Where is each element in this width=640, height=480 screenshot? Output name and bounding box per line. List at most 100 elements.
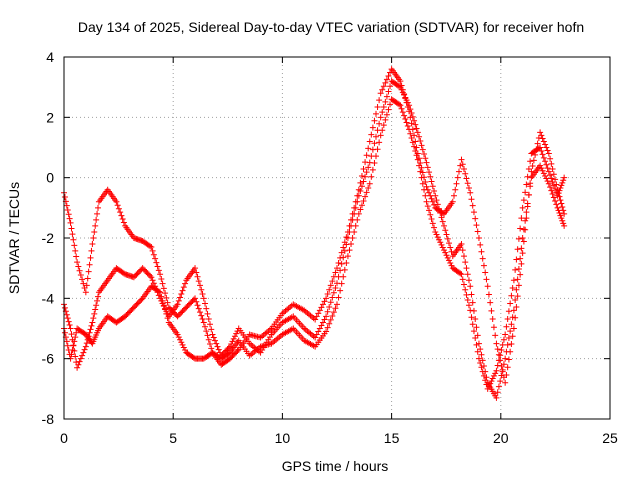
data-point bbox=[354, 198, 361, 205]
data-point bbox=[323, 328, 330, 335]
data-point bbox=[341, 247, 348, 254]
data-point bbox=[512, 297, 519, 304]
data-point bbox=[426, 189, 433, 196]
data-point bbox=[87, 326, 94, 333]
data-point bbox=[204, 310, 211, 317]
data-point bbox=[203, 305, 210, 312]
data-point bbox=[157, 271, 164, 278]
data-point bbox=[148, 274, 155, 281]
y-tick-label: 0 bbox=[46, 170, 54, 186]
data-point bbox=[548, 175, 555, 182]
data-point bbox=[324, 324, 331, 331]
data-point bbox=[416, 155, 423, 162]
data-point bbox=[73, 329, 80, 336]
data-point bbox=[428, 216, 435, 223]
data-point bbox=[387, 83, 394, 90]
data-point bbox=[85, 268, 92, 275]
data-point bbox=[77, 355, 84, 362]
data-point bbox=[180, 344, 187, 351]
data-point bbox=[93, 302, 100, 309]
data-point bbox=[469, 321, 476, 328]
data-point bbox=[319, 319, 326, 326]
data-point bbox=[459, 247, 466, 254]
data-point bbox=[397, 84, 404, 91]
data-point bbox=[513, 256, 520, 263]
data-point bbox=[401, 112, 408, 119]
data-point bbox=[158, 275, 165, 282]
data-point bbox=[371, 140, 378, 147]
data-point bbox=[149, 247, 156, 254]
data-point bbox=[515, 266, 522, 273]
data-point bbox=[86, 261, 93, 268]
data-point bbox=[549, 166, 556, 173]
data-point bbox=[230, 335, 237, 342]
data-point bbox=[396, 101, 403, 108]
data-point bbox=[192, 265, 199, 272]
data-point bbox=[403, 97, 410, 104]
data-point bbox=[537, 144, 544, 151]
data-point bbox=[457, 270, 464, 277]
data-point bbox=[512, 266, 519, 273]
data-point bbox=[423, 183, 430, 190]
data-point bbox=[494, 389, 501, 396]
data-point bbox=[362, 193, 369, 200]
data-point bbox=[329, 278, 336, 285]
data-point bbox=[312, 316, 319, 323]
data-point bbox=[485, 383, 492, 390]
data-point bbox=[408, 135, 415, 142]
data-point bbox=[71, 338, 78, 345]
data-point bbox=[446, 257, 453, 264]
data-point bbox=[406, 102, 413, 109]
data-point bbox=[416, 133, 423, 140]
data-point bbox=[423, 198, 430, 205]
data-point bbox=[518, 260, 525, 267]
data-point bbox=[368, 131, 375, 138]
data-point bbox=[73, 253, 80, 260]
data-point bbox=[346, 247, 353, 254]
data-point bbox=[376, 139, 383, 146]
data-point bbox=[382, 79, 389, 86]
data-point bbox=[409, 113, 416, 120]
data-point bbox=[522, 217, 529, 224]
data-point bbox=[164, 299, 171, 306]
data-point bbox=[323, 313, 330, 320]
data-point bbox=[323, 295, 330, 302]
data-point bbox=[508, 321, 515, 328]
data-point bbox=[93, 216, 100, 223]
data-point bbox=[330, 309, 337, 316]
data-point bbox=[175, 334, 182, 341]
data-point bbox=[194, 302, 201, 309]
data-point bbox=[360, 197, 367, 204]
data-point bbox=[403, 119, 410, 126]
data-point bbox=[469, 202, 476, 209]
data-point bbox=[447, 244, 454, 251]
data-point bbox=[559, 217, 566, 224]
data-point bbox=[480, 262, 487, 269]
data-point bbox=[555, 207, 562, 214]
data-point bbox=[75, 361, 82, 368]
data-point bbox=[414, 156, 421, 163]
data-point bbox=[544, 178, 551, 185]
data-point bbox=[365, 164, 372, 171]
data-point bbox=[464, 271, 471, 278]
data-point bbox=[82, 289, 89, 296]
data-point bbox=[507, 300, 514, 307]
data-point bbox=[90, 315, 97, 322]
data-point bbox=[210, 334, 217, 341]
data-point bbox=[527, 158, 534, 165]
data-point bbox=[497, 378, 504, 385]
data-point bbox=[159, 297, 166, 304]
data-point bbox=[519, 235, 526, 241]
data-point bbox=[463, 175, 470, 182]
data-point bbox=[91, 310, 98, 317]
data-point bbox=[182, 347, 189, 354]
data-point bbox=[313, 331, 320, 338]
x-tick-label: 5 bbox=[169, 430, 177, 446]
data-point bbox=[429, 183, 436, 190]
data-point bbox=[520, 197, 527, 204]
data-point bbox=[561, 222, 568, 229]
data-point bbox=[377, 114, 384, 121]
data-point bbox=[358, 172, 365, 179]
data-point bbox=[335, 259, 342, 266]
data-point bbox=[451, 192, 457, 199]
